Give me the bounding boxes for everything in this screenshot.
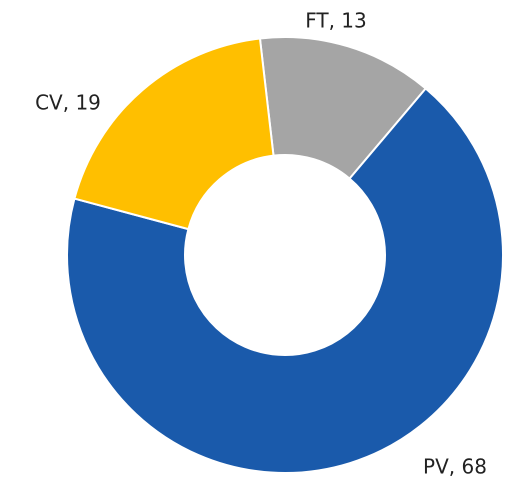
donut-segment — [66, 87, 504, 474]
data-label: PV, 68 — [423, 455, 487, 479]
donut-segment — [73, 37, 275, 231]
data-label: FT, 13 — [305, 9, 367, 33]
data-label: CV, 19 — [35, 91, 101, 115]
donut-segment — [258, 36, 428, 181]
